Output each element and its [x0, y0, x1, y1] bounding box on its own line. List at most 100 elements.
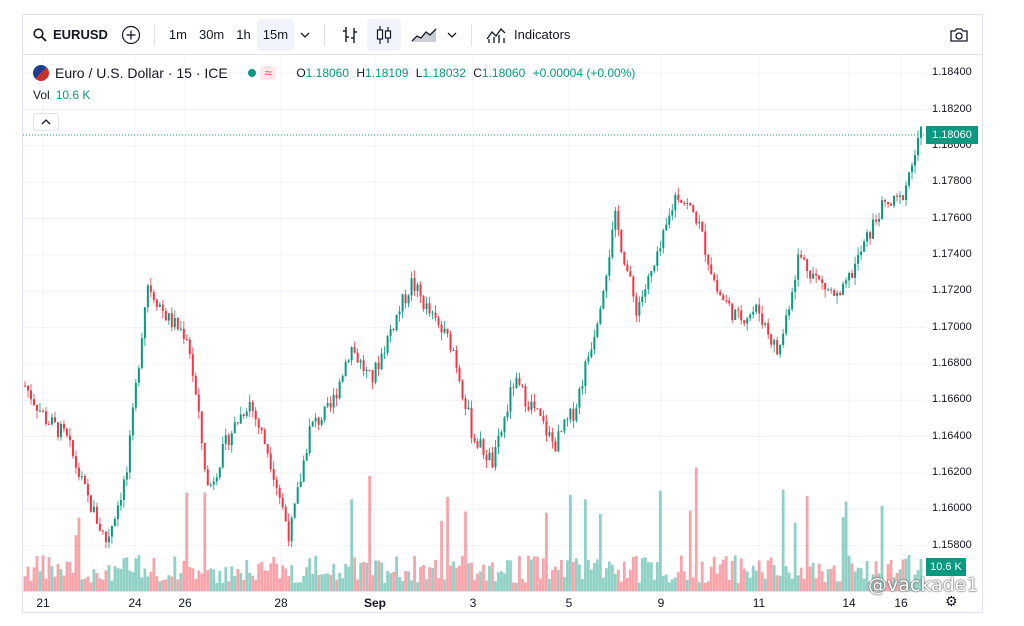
candle-body	[458, 367, 461, 382]
candle-body	[884, 200, 887, 202]
candle-body	[323, 406, 326, 421]
volume-bar	[104, 570, 108, 591]
candle-body	[821, 279, 824, 283]
volume-bar	[512, 582, 515, 591]
candle-body	[755, 304, 758, 312]
volume-bar	[416, 582, 419, 591]
volume-bar	[521, 578, 524, 591]
timeframe-1h-button[interactable]: 1h	[230, 19, 256, 51]
volume-bar	[865, 560, 869, 591]
candle-body	[362, 360, 365, 372]
compare-symbol-button[interactable]	[116, 19, 146, 51]
candle-body	[524, 386, 527, 407]
area-style-button[interactable]	[407, 19, 441, 51]
toolbar-divider	[471, 23, 473, 46]
volume-bar	[545, 512, 548, 591]
volume-bar	[68, 562, 72, 591]
candle-body	[206, 469, 209, 486]
collapse-legend-button[interactable]	[33, 113, 59, 131]
timeframe-30m-button[interactable]: 30m	[193, 19, 230, 51]
bar-style-button[interactable]	[333, 19, 367, 51]
volume-bar	[251, 575, 255, 591]
candle-body	[59, 424, 62, 438]
price-tick-label: 1.17800	[932, 175, 972, 188]
volume-bar	[715, 573, 719, 591]
volume-bar	[898, 569, 902, 591]
volume-bar	[598, 514, 602, 591]
high-key: H	[356, 66, 366, 80]
market-status-badge[interactable]: ≈	[242, 66, 277, 80]
volume-bar	[254, 580, 258, 591]
volume-bar	[664, 574, 668, 591]
candle-body	[320, 420, 323, 425]
candle-body	[800, 254, 803, 258]
candle-body	[782, 333, 785, 345]
chart-type-dropdown-button[interactable]	[441, 19, 463, 51]
volume-bar	[413, 555, 416, 591]
candle-body	[725, 300, 728, 302]
volume-bar	[206, 570, 210, 591]
timeframe-label: 1m	[168, 27, 187, 42]
indicators-button[interactable]: Indicators	[480, 19, 576, 51]
volume-bar	[610, 564, 614, 591]
candle-body	[698, 222, 701, 224]
candle-body	[230, 433, 233, 446]
candle-body	[644, 289, 647, 297]
volume-bar	[811, 562, 815, 591]
timeframe-15m-button[interactable]: 15m	[256, 18, 295, 51]
candle-body	[746, 318, 749, 324]
series-legend[interactable]: Euro / U.S. Dollar · 15 · ICE ≈ O1.18060…	[33, 63, 635, 83]
candle-body	[740, 310, 743, 321]
volume-bar	[398, 576, 401, 591]
volume-bar	[83, 578, 87, 591]
candle-body	[338, 381, 341, 399]
time-tick-label: 5	[565, 596, 573, 610]
snapshot-button[interactable]	[944, 19, 974, 51]
candle-body	[608, 257, 611, 276]
volume-bar	[670, 579, 674, 591]
timeframe-label: 30m	[198, 27, 225, 42]
volume-bar	[721, 559, 725, 591]
volume-legend[interactable]: Vol 10.6 K	[33, 88, 90, 102]
candle-body	[308, 426, 311, 454]
volume-bar	[107, 565, 111, 591]
candle-body	[626, 264, 629, 272]
price-scale[interactable]: 1.18400 1.18200 1.18000 1.17800 1.17600 1.174…	[926, 55, 982, 575]
timeframe-1m-button[interactable]: 1m	[163, 19, 193, 51]
volume-bar	[730, 560, 734, 591]
volume-bar	[362, 561, 366, 591]
candle-body	[410, 278, 413, 296]
candle-body	[575, 407, 578, 421]
volume-bar	[161, 580, 165, 591]
candles-style-button[interactable]	[367, 18, 402, 51]
candle-body	[200, 411, 203, 444]
price-tick-label: 1.16200	[932, 465, 972, 478]
volume-bar	[862, 578, 866, 591]
volume-bar	[113, 566, 117, 591]
timeframe-dropdown-button[interactable]	[294, 19, 316, 51]
candle-body	[488, 452, 491, 461]
price-chart-canvas[interactable]	[23, 55, 926, 591]
volume-bar	[260, 561, 264, 591]
candle-body	[317, 417, 320, 425]
symbol-search-button[interactable]: EURUSD	[23, 19, 116, 51]
candle-body	[314, 417, 317, 422]
axis-settings-gear-icon[interactable]: ⚙	[945, 593, 958, 609]
candle-body	[533, 401, 536, 409]
candle-body	[605, 275, 608, 291]
candle-body	[485, 455, 488, 461]
volume-bar	[101, 579, 105, 591]
volume-bar	[476, 573, 479, 591]
candle-body	[542, 415, 545, 422]
candle-body	[110, 526, 113, 537]
price-tick-label: 1.16400	[932, 429, 972, 442]
volume-bar	[383, 582, 386, 591]
volume-bar	[44, 578, 48, 591]
candle-body	[275, 479, 278, 488]
candle-body	[173, 317, 176, 328]
bars-icon	[343, 26, 358, 43]
volume-bar	[110, 580, 114, 591]
volume-bar	[883, 582, 887, 591]
volume-bar	[224, 567, 228, 591]
time-axis[interactable]: 21 24 26 28 Sep 3 5 9 11 14 16	[23, 591, 926, 612]
